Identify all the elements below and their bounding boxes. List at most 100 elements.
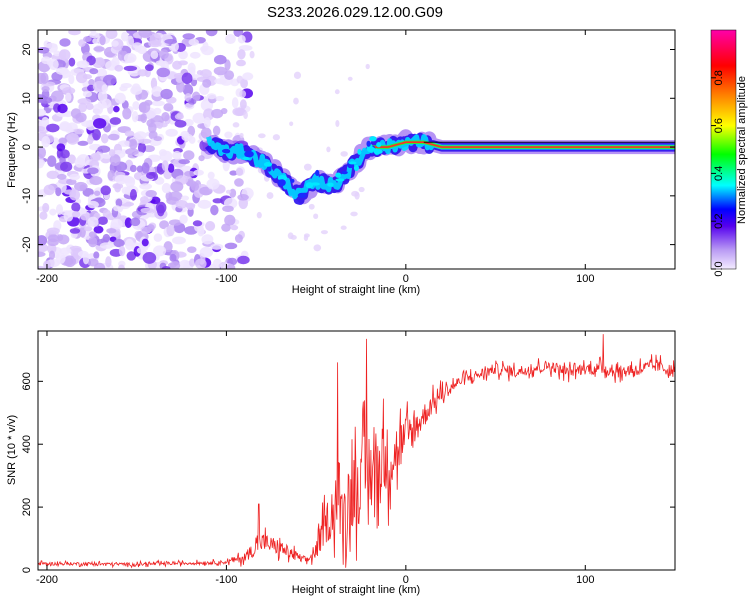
track-blob bbox=[315, 169, 320, 176]
noise-blob bbox=[38, 46, 50, 54]
colorbar-tick-label: 0.6 bbox=[713, 118, 725, 133]
noise-blob bbox=[82, 90, 93, 98]
noise-blob bbox=[43, 184, 55, 196]
noise-blob bbox=[266, 192, 274, 199]
noise-blob bbox=[175, 74, 184, 83]
noise-blob bbox=[122, 107, 132, 120]
noise-blob bbox=[137, 69, 148, 77]
noise-blob bbox=[213, 66, 228, 76]
snr-series-line bbox=[38, 334, 675, 569]
noise-blob bbox=[212, 125, 221, 136]
noise-blob bbox=[93, 190, 101, 196]
noise-blob bbox=[215, 95, 225, 102]
noise-blob bbox=[105, 256, 112, 268]
track-blob bbox=[335, 178, 345, 182]
noise-blob bbox=[237, 49, 246, 60]
colorbar-tick-label: 0.2 bbox=[713, 214, 725, 229]
y-tick-label: 200 bbox=[21, 498, 33, 516]
track-blob bbox=[222, 148, 231, 154]
noise-blob bbox=[195, 258, 207, 269]
spectrogram-y-label: Frequency (Hz) bbox=[6, 112, 18, 188]
y-tick-label: 0 bbox=[21, 567, 33, 573]
noise-blob bbox=[110, 218, 123, 230]
noise-blob bbox=[57, 234, 64, 242]
noise-blob bbox=[102, 233, 111, 243]
noise-blob bbox=[186, 203, 196, 210]
noise-blob bbox=[117, 140, 131, 147]
noise-blob bbox=[142, 251, 157, 264]
track-blob bbox=[369, 136, 377, 142]
noise-blob bbox=[134, 46, 141, 53]
noise-blob bbox=[87, 216, 99, 228]
y-tick-label: -20 bbox=[21, 237, 33, 253]
noise-blob bbox=[235, 167, 244, 176]
noise-blob bbox=[350, 211, 358, 217]
noise-blob bbox=[93, 46, 105, 52]
noise-blob bbox=[229, 188, 237, 198]
noise-blob bbox=[82, 253, 90, 265]
noise-blob bbox=[340, 225, 347, 230]
noise-blob bbox=[171, 236, 186, 245]
noise-blob bbox=[161, 112, 170, 122]
noise-blob bbox=[249, 50, 255, 59]
noise-blob bbox=[225, 34, 236, 45]
noise-blob bbox=[77, 140, 89, 146]
noise-blob bbox=[106, 228, 117, 234]
noise-blob bbox=[57, 103, 68, 114]
noise-blob bbox=[182, 33, 195, 40]
noise-blob bbox=[183, 150, 195, 161]
track-blob bbox=[277, 174, 288, 181]
noise-blob bbox=[60, 161, 73, 172]
noise-blob bbox=[235, 59, 246, 67]
noise-blob bbox=[205, 220, 216, 231]
noise-blob bbox=[184, 170, 196, 177]
noise-blob bbox=[239, 99, 247, 110]
noise-blob bbox=[197, 199, 212, 209]
noise-blob bbox=[101, 98, 112, 109]
snr-panel: -200 -100 0 100 0 200 400 600 Height of straig… bbox=[6, 330, 676, 596]
noise-blob bbox=[206, 178, 220, 190]
noise-blob bbox=[76, 60, 90, 69]
noise-blob bbox=[365, 63, 370, 70]
noise-blob bbox=[64, 92, 72, 102]
noise-blob bbox=[44, 42, 58, 49]
noise-blob bbox=[287, 232, 294, 240]
noise-blob bbox=[143, 145, 155, 153]
noise-blob bbox=[138, 101, 151, 114]
snr-x-label: Height of straight line (km) bbox=[292, 584, 420, 596]
noise-blob bbox=[78, 102, 87, 113]
noise-blob bbox=[242, 72, 254, 81]
track-blob bbox=[244, 150, 254, 158]
noise-blob bbox=[151, 100, 165, 107]
track-blob bbox=[357, 148, 362, 155]
noise-blob bbox=[55, 252, 66, 264]
noise-blob bbox=[41, 85, 50, 92]
noise-blob bbox=[89, 68, 99, 75]
snr-y-label: SNR (10 * v/v) bbox=[6, 415, 18, 485]
noise-blob bbox=[293, 97, 299, 105]
noise-blob bbox=[192, 112, 206, 124]
noise-blob bbox=[229, 170, 238, 176]
noise-blob bbox=[87, 167, 99, 175]
noise-blob bbox=[96, 57, 105, 66]
noise-blob bbox=[109, 117, 122, 125]
noise-blob bbox=[139, 183, 153, 190]
noise-blob bbox=[303, 163, 312, 171]
noise-blob bbox=[224, 242, 238, 250]
track-blob bbox=[335, 172, 342, 178]
noise-blob bbox=[59, 38, 71, 47]
noise-blob bbox=[237, 194, 249, 201]
noise-blob bbox=[38, 147, 47, 159]
noise-blob bbox=[62, 87, 76, 95]
noise-blob bbox=[55, 187, 62, 197]
noise-blob bbox=[159, 150, 173, 162]
noise-blob bbox=[160, 88, 173, 100]
noise-blob bbox=[105, 30, 118, 40]
track-blob bbox=[305, 182, 314, 189]
noise-blob bbox=[63, 255, 77, 268]
noise-blob bbox=[189, 51, 201, 59]
noise-blob bbox=[48, 58, 59, 70]
noise-blob bbox=[46, 123, 60, 133]
colorbar-tick-label: 0.4 bbox=[713, 166, 725, 181]
noise-blob bbox=[165, 191, 173, 202]
